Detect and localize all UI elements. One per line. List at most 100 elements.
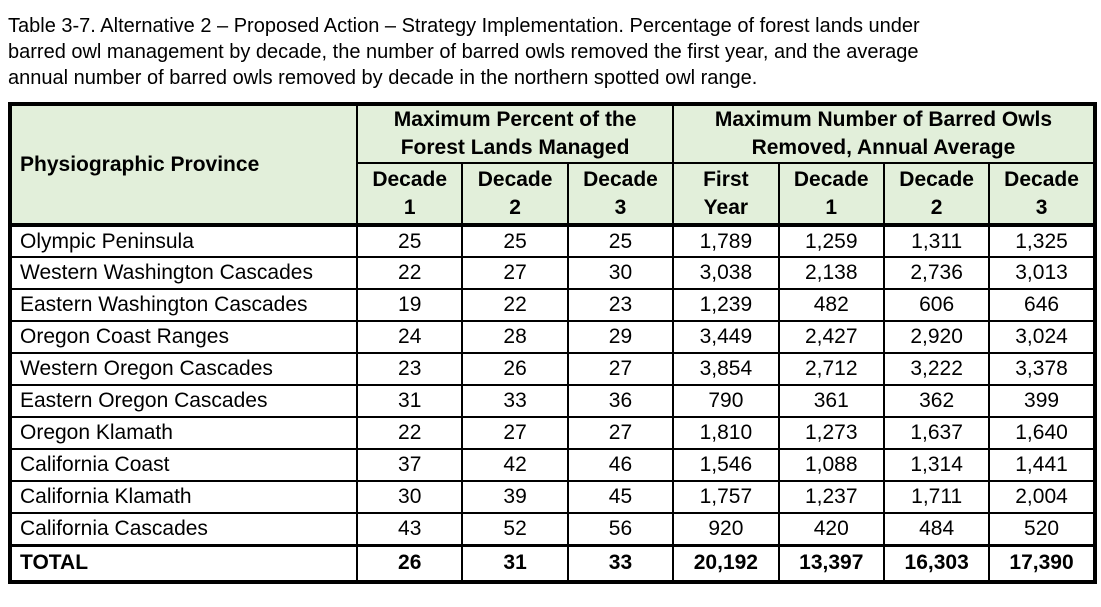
- value-cell: 1,441: [988, 448, 1096, 482]
- value-cell: 362: [882, 384, 991, 418]
- value-cell: 646: [988, 288, 1096, 322]
- value-cell: 19: [355, 288, 464, 322]
- table-header: Physiographic Province Maximum Percent o…: [9, 103, 1096, 227]
- province-cell: Western Oregon Cascades: [9, 352, 358, 386]
- province-cell: TOTAL: [9, 543, 358, 583]
- value-cell: 3,038: [672, 256, 780, 290]
- col-header-province: Physiographic Province: [9, 103, 358, 227]
- col-header-percent-decade-3: Decade 3: [566, 162, 675, 227]
- value-cell: 1,711: [882, 480, 991, 514]
- col-header-removed-decade-2: Decade 2: [882, 162, 991, 227]
- col-group-max-removed: Maximum Number of Barred Owls Removed, A…: [672, 103, 1096, 164]
- value-cell: 31: [461, 543, 569, 583]
- value-cell: 484: [882, 512, 991, 546]
- value-cell: 16,303: [882, 543, 991, 583]
- value-cell: 1,237: [777, 480, 885, 514]
- value-cell: 2,004: [988, 480, 1096, 514]
- col-header-first-year: First Year: [672, 162, 780, 227]
- value-cell: 1,640: [988, 416, 1096, 450]
- value-cell: 33: [566, 543, 675, 583]
- province-cell: California Klamath: [9, 480, 358, 514]
- value-cell: 46: [566, 448, 675, 482]
- group-header-row: Physiographic Province Maximum Percent o…: [9, 103, 1096, 227]
- value-cell: 26: [355, 543, 464, 583]
- value-cell: 2,427: [777, 320, 885, 354]
- province-cell: Eastern Oregon Cascades: [9, 384, 358, 418]
- value-cell: 606: [882, 288, 991, 322]
- col-header-removed-decade-3: Decade 3: [988, 162, 1096, 227]
- table-row: Oregon Klamath 22 27 27 1,810 1,273 1,637 1,640: [9, 416, 1096, 450]
- table-row: Eastern Washington Cascades 19 22 23 1,239 48…: [9, 288, 1096, 322]
- table-row: California Cascades 43 52 56 920 420 484 520: [9, 512, 1096, 546]
- table-row: Western Oregon Cascades 23 26 27 3,854 2,712 3…: [9, 352, 1096, 386]
- total-row: TOTAL 26 31 33 20,192 13,397 16,303 17,390: [9, 543, 1096, 583]
- table-row: California Klamath 30 39 45 1,757 1,237 1,711 2…: [9, 480, 1096, 514]
- col-header-percent-decade-1: Decade 1: [355, 162, 464, 227]
- value-cell: 36: [566, 384, 675, 418]
- value-cell: 37: [355, 448, 464, 482]
- value-cell: 43: [355, 512, 464, 546]
- value-cell: 30: [355, 480, 464, 514]
- value-cell: 3,013: [988, 256, 1096, 290]
- table-row: California Coast 37 42 46 1,546 1,088 1,314 1,4…: [9, 448, 1096, 482]
- value-cell: 39: [461, 480, 569, 514]
- value-cell: 30: [566, 256, 675, 290]
- value-cell: 920: [672, 512, 780, 546]
- group-percent-line-1: Maximum Percent of the: [393, 108, 637, 131]
- table-body: Olympic Peninsula 25 25 25 1,789 1,259 1,311 1,…: [9, 224, 1096, 583]
- col-header-percent-decade-2: Decade 2: [461, 162, 569, 227]
- value-cell: 33: [461, 384, 569, 418]
- value-cell: 26: [461, 352, 569, 386]
- group-removed-line-2: Removed, Annual Average: [751, 136, 1016, 159]
- page: Table 3-7. Alternative 2 – Proposed Acti…: [8, 13, 1097, 584]
- value-cell: 23: [566, 288, 675, 322]
- value-cell: 22: [355, 416, 464, 450]
- group-percent-line-2: Forest Lands Managed: [400, 136, 630, 159]
- value-cell: 3,854: [672, 352, 780, 386]
- value-cell: 27: [566, 352, 675, 386]
- value-cell: 1,546: [672, 448, 780, 482]
- value-cell: 22: [461, 288, 569, 322]
- table-caption: Table 3-7. Alternative 2 – Proposed Acti…: [8, 13, 1093, 91]
- value-cell: 399: [988, 384, 1096, 418]
- caption-line-1: Table 3-7. Alternative 2 – Proposed Acti…: [8, 15, 920, 37]
- value-cell: 25: [566, 224, 675, 258]
- value-cell: 1,239: [672, 288, 780, 322]
- value-cell: 3,378: [988, 352, 1096, 386]
- value-cell: 790: [672, 384, 780, 418]
- value-cell: 1,810: [672, 416, 780, 450]
- value-cell: 20,192: [672, 543, 780, 583]
- value-cell: 42: [461, 448, 569, 482]
- value-cell: 520: [988, 512, 1096, 546]
- value-cell: 25: [461, 224, 569, 258]
- caption-line-3: annual number of barred owls removed by …: [8, 67, 758, 89]
- province-cell: Oregon Coast Ranges: [9, 320, 358, 354]
- value-cell: 1,088: [777, 448, 885, 482]
- value-cell: 1,757: [672, 480, 780, 514]
- province-cell: Oregon Klamath: [9, 416, 358, 450]
- value-cell: 1,273: [777, 416, 885, 450]
- value-cell: 1,259: [777, 224, 885, 258]
- province-cell: Eastern Washington Cascades: [9, 288, 358, 322]
- table-row: Oregon Coast Ranges 24 28 29 3,449 2,427 2,920…: [9, 320, 1096, 354]
- value-cell: 1,311: [882, 224, 991, 258]
- province-cell: California Cascades: [9, 512, 358, 546]
- value-cell: 45: [566, 480, 675, 514]
- value-cell: 2,736: [882, 256, 991, 290]
- value-cell: 25: [355, 224, 464, 258]
- caption-line-2: barred owl management by decade, the num…: [8, 41, 919, 63]
- value-cell: 3,222: [882, 352, 991, 386]
- value-cell: 1,314: [882, 448, 991, 482]
- value-cell: 27: [566, 416, 675, 450]
- value-cell: 1,325: [988, 224, 1096, 258]
- value-cell: 17,390: [988, 543, 1096, 583]
- group-removed-line-1: Maximum Number of Barred Owls: [714, 108, 1053, 131]
- value-cell: 3,024: [988, 320, 1096, 354]
- province-cell: California Coast: [9, 448, 358, 482]
- value-cell: 24: [355, 320, 464, 354]
- value-cell: 27: [461, 416, 569, 450]
- value-cell: 29: [566, 320, 675, 354]
- value-cell: 1,789: [672, 224, 780, 258]
- sub-header-row: Decade 1 Decade 2 Decade 3 First Year Decade…: [10, 162, 1096, 227]
- table-row: Western Washington Cascades 22 27 30 3,038 2,…: [9, 256, 1096, 290]
